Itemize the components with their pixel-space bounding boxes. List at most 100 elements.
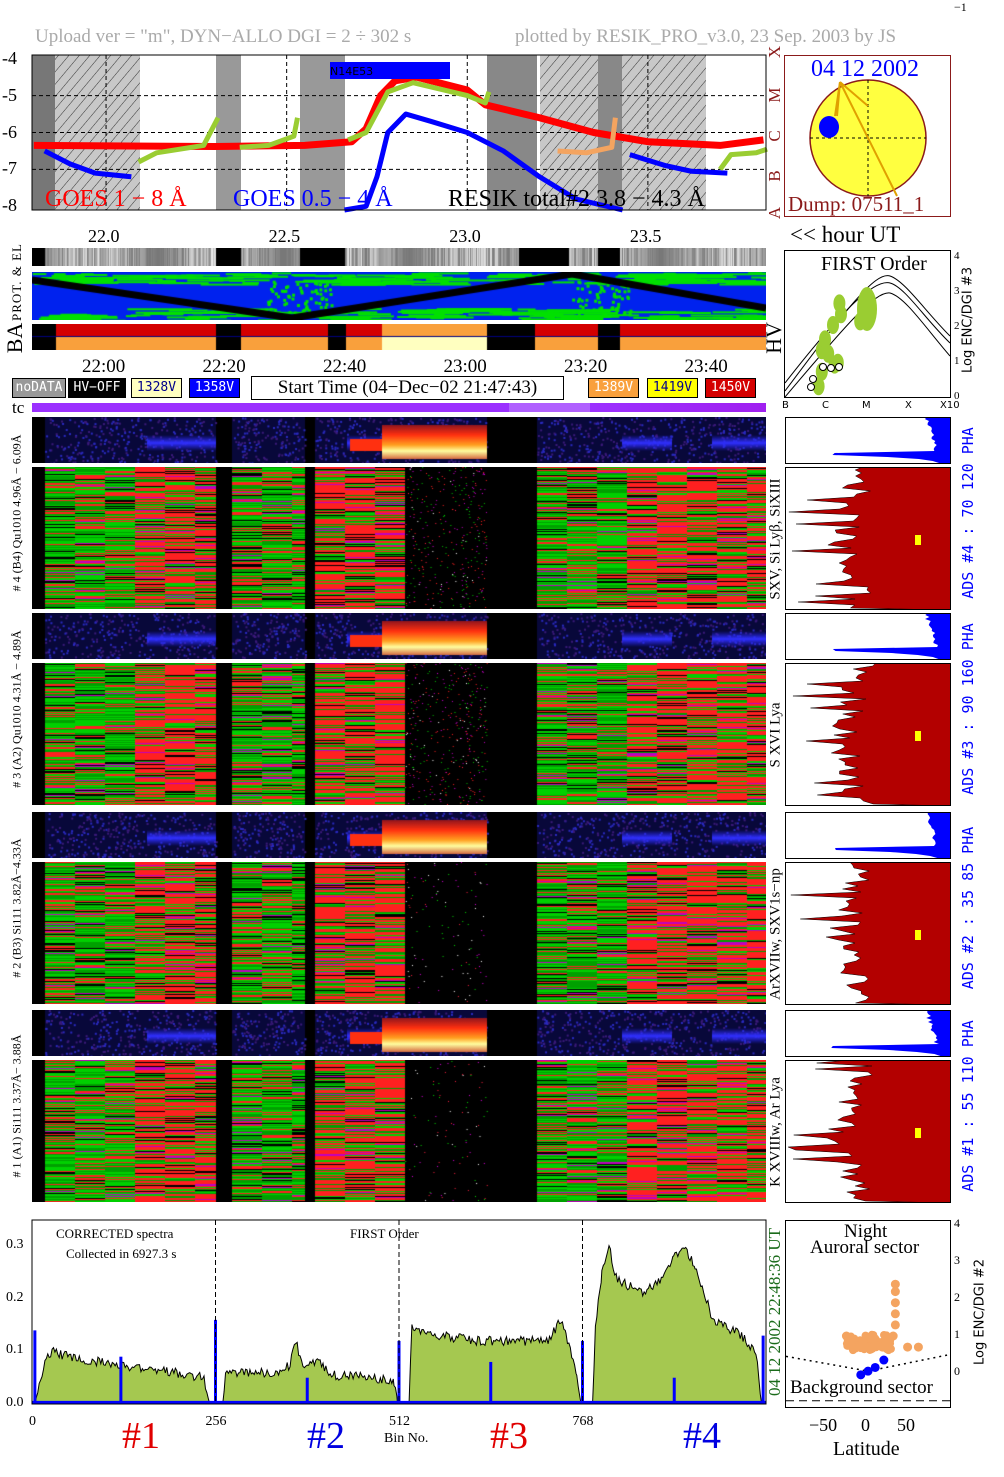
time-tick-label: 23:40 bbox=[684, 356, 728, 377]
x-tick-label: X10 bbox=[940, 400, 960, 411]
x-tick-label: 0 bbox=[861, 1415, 870, 1435]
ads-window-marker bbox=[915, 535, 921, 545]
goes-class-letter: C bbox=[765, 130, 784, 142]
corrected-spectrum-plot bbox=[31, 1219, 767, 1405]
legend-goes-short: GOES 0.5 − 4 Å bbox=[233, 186, 393, 212]
pha-image bbox=[32, 613, 766, 659]
legend-hv-off: HV−OFF bbox=[68, 378, 126, 398]
latitude-x-label: Latitude bbox=[833, 1438, 900, 1460]
y-tick-label: 0.3 bbox=[6, 1237, 24, 1253]
data-point bbox=[849, 1335, 859, 1345]
series-line bbox=[344, 111, 624, 213]
pha-image bbox=[32, 417, 766, 463]
channel-label: # 2 (B3) Si111 3.82Å−4.33Å bbox=[9, 838, 24, 978]
first-order-panel: FIRST Order bbox=[784, 250, 951, 398]
x-tick-label: 768 bbox=[572, 1414, 594, 1429]
data-point bbox=[913, 1342, 923, 1352]
data-point bbox=[856, 1370, 866, 1380]
channel-label: # 1 (A1) Si111 3.37Å− 3.88Å bbox=[9, 1034, 24, 1178]
data-point bbox=[835, 363, 843, 371]
x-tick-label: M bbox=[862, 400, 871, 411]
ads-window-marker bbox=[915, 1128, 921, 1138]
latitude-title-night: Night bbox=[844, 1221, 888, 1242]
spectral-image bbox=[32, 663, 766, 805]
pha-image bbox=[32, 1010, 766, 1056]
data-point bbox=[877, 1342, 887, 1352]
plotted-by: plotted by RESIK_PRO_v3.0, 23 Sep. 2003 … bbox=[515, 26, 897, 47]
channel-tag-2: #2 bbox=[307, 1415, 345, 1457]
data-point bbox=[890, 1298, 900, 1308]
pha-histogram bbox=[785, 1010, 951, 1057]
data-point bbox=[863, 1366, 873, 1376]
x-tick-label: 23.0 bbox=[449, 226, 481, 246]
y-tick-label: 3 bbox=[954, 1253, 960, 1267]
legend-resik: RESIK total#2 3.8 − 4.3 Å bbox=[448, 186, 705, 212]
spectrum-title: CORRECTED spectra bbox=[56, 1226, 174, 1241]
data-point bbox=[888, 1331, 898, 1341]
active-region-spot bbox=[819, 116, 839, 138]
goes-lightcurve-plot bbox=[31, 54, 768, 213]
y-tick-label: -5 bbox=[2, 84, 17, 105]
legend-1450v: 1450V bbox=[705, 378, 756, 398]
latitude-title-auroral: Auroral sector bbox=[810, 1237, 920, 1258]
goes-class-letter: X bbox=[765, 45, 784, 59]
spectral-image bbox=[32, 862, 766, 1004]
channel-tag-1: #1 bbox=[122, 1415, 160, 1457]
first-order-title: FIRST Order bbox=[821, 253, 927, 275]
dump-id: Dump: 07511_1 bbox=[788, 192, 925, 216]
pha-histogram bbox=[785, 613, 951, 660]
y-tick-label: 3 bbox=[954, 285, 960, 297]
time-tick-label: 22:20 bbox=[202, 356, 246, 377]
goes-class-letter: A bbox=[765, 206, 784, 220]
solar-disk-image bbox=[809, 79, 927, 197]
spectral-lines-label: SXV, Si Lyβ, SiXIII bbox=[767, 478, 784, 600]
x-tick-label: C bbox=[822, 400, 829, 411]
solar-disk-panel: 04 12 2002 Dump: 07511_1 bbox=[784, 55, 951, 217]
y-tick-label: 0.0 bbox=[6, 1395, 24, 1410]
spectrum-timestamp: 04 12 2002 22:48:36 UT bbox=[765, 1227, 784, 1397]
ads-histogram bbox=[785, 862, 951, 1005]
y-tick-label: -7 bbox=[2, 158, 17, 179]
x-tick-label: 22.5 bbox=[268, 226, 301, 246]
time-tick-label: 22:00 bbox=[82, 356, 126, 377]
channel-tag-4: #4 bbox=[683, 1415, 721, 1457]
prot-el-label: PROT. & EL bbox=[9, 242, 24, 322]
data-point bbox=[903, 1342, 913, 1352]
y-tick-label: 0 bbox=[954, 390, 960, 402]
y-tick-label: 1 bbox=[954, 1327, 960, 1341]
x-tick-label: 512 bbox=[389, 1414, 410, 1429]
series-line bbox=[347, 80, 492, 143]
spectral-image bbox=[32, 467, 766, 609]
series-line bbox=[718, 146, 768, 171]
data-point bbox=[835, 305, 847, 324]
ads-histogram bbox=[785, 663, 951, 806]
data-point bbox=[890, 1320, 900, 1330]
x-tick-label: B bbox=[782, 400, 789, 411]
series-line bbox=[137, 116, 221, 165]
latitude-panel: Night Auroral sector Background sector bbox=[785, 1220, 951, 1408]
spectral-lines-label: K XVIIIw, Ar Lya bbox=[767, 1077, 784, 1187]
ads-pha-label: ADS #3 : 90 160 PHA bbox=[959, 623, 977, 795]
noaa-region-label: N14E53 bbox=[330, 65, 374, 78]
channel-label: # 4 (B4) Qu1010 4.96Å − 6.09Å bbox=[9, 434, 24, 592]
legend-1358v: 1358V bbox=[189, 378, 240, 398]
y-tick-label: 2 bbox=[954, 1290, 960, 1304]
legend-1389v: 1389V bbox=[588, 378, 639, 398]
observation-date: 04 12 2002 bbox=[811, 56, 919, 82]
latitude-background-label: Background sector bbox=[790, 1377, 933, 1398]
series-line bbox=[239, 117, 300, 150]
spectrum-collected: Collected in 6927.3 s bbox=[66, 1246, 177, 1261]
x-tick-label: 0 bbox=[29, 1414, 36, 1429]
legend-1328v: 1328V bbox=[131, 378, 182, 398]
spectrum-x-label: Bin No. bbox=[384, 1431, 429, 1446]
y-tick-label: 4 bbox=[954, 1216, 960, 1230]
data-point bbox=[885, 1338, 895, 1348]
data-gap-band bbox=[32, 55, 55, 210]
ba-label: BA bbox=[2, 322, 27, 354]
ads-pha-label: ADS #1 : 55 110 PHA bbox=[959, 1020, 977, 1192]
ads-histogram bbox=[785, 1060, 951, 1203]
legend-goes-long: GOES 1 − 8 Å bbox=[45, 186, 187, 212]
start-time: Start Time (04−Dec−02 21:47:43) bbox=[251, 376, 564, 400]
pha-image bbox=[32, 812, 766, 858]
